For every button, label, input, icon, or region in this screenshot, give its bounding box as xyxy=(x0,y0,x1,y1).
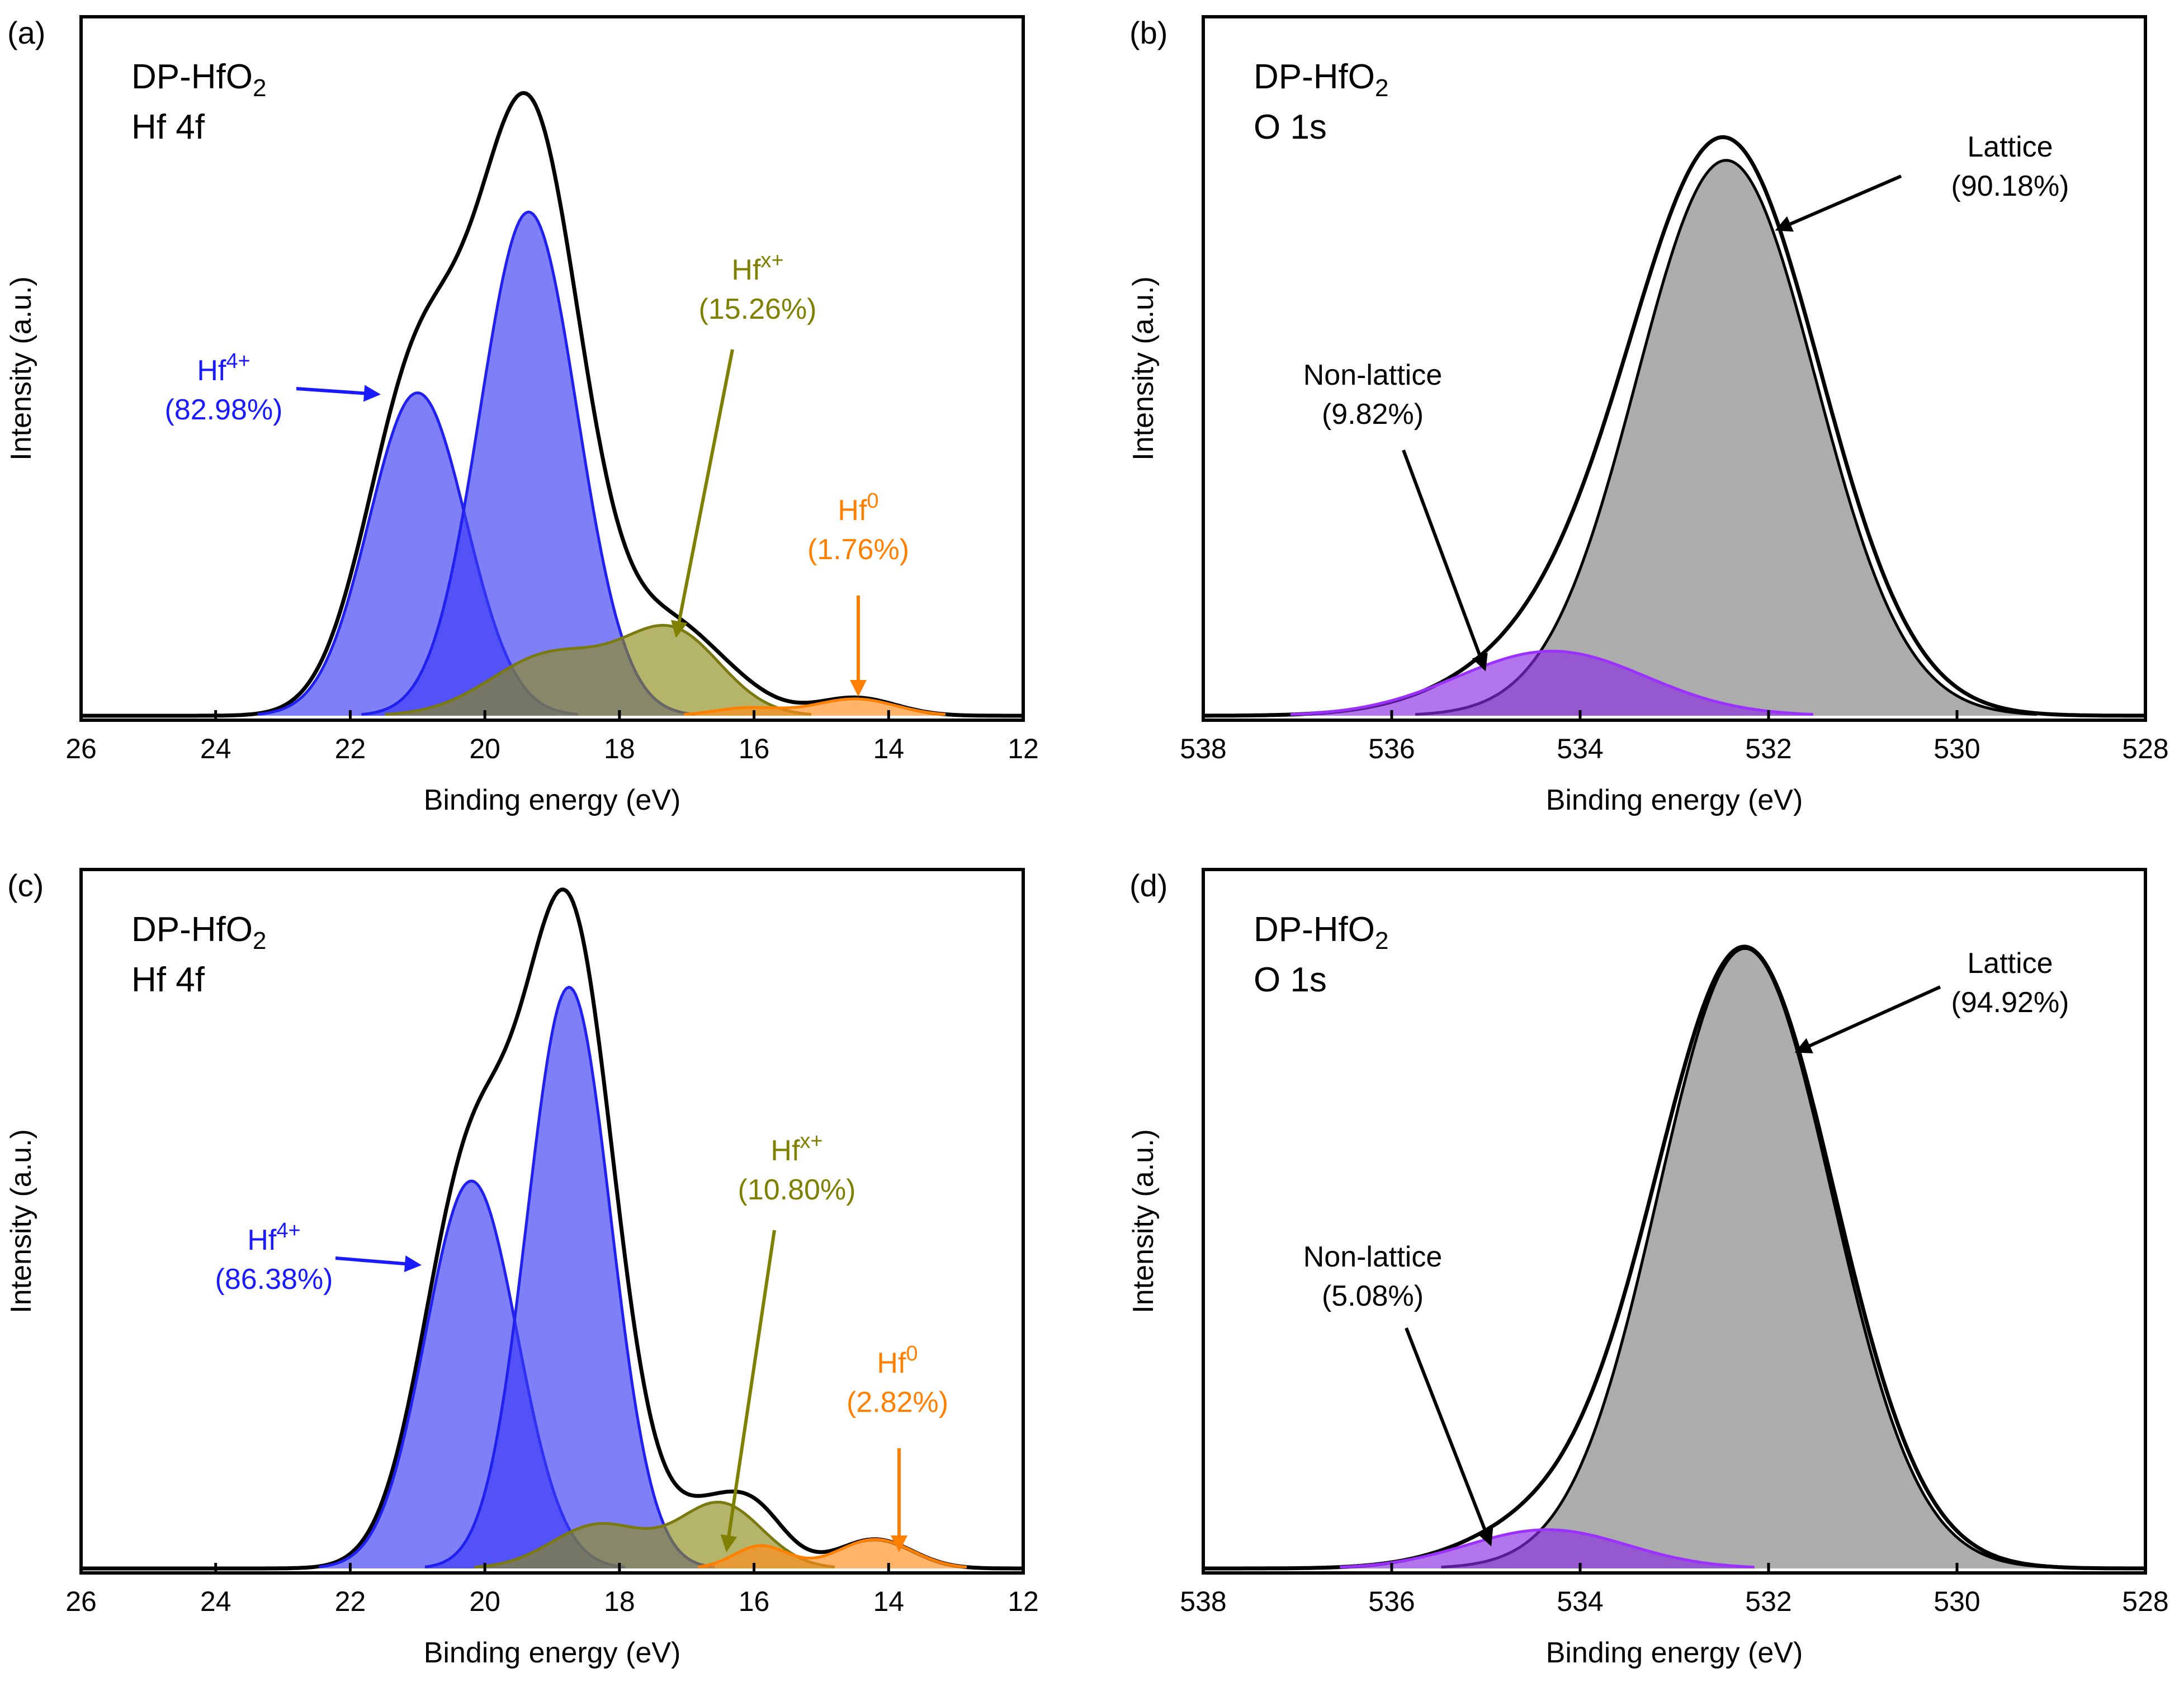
x-tick-label: 530 xyxy=(1934,1586,1980,1617)
sample-title: DP-HfO2 xyxy=(1254,910,1388,954)
x-tick-label: 532 xyxy=(1745,733,1791,764)
sample-title: DP-HfO2 xyxy=(131,58,266,102)
annotation-label: Hf4+ xyxy=(197,349,250,387)
x-tick-label: 12 xyxy=(1008,733,1039,764)
x-tick-label: 536 xyxy=(1368,733,1415,764)
x-tick-label: 18 xyxy=(604,1586,635,1617)
annotation-arrow xyxy=(1775,174,1902,232)
x-axis-label: Binding energy (eV) xyxy=(1546,1637,1803,1669)
core-level-title: Hf 4f xyxy=(131,108,205,147)
series-fill-2 xyxy=(425,987,715,1568)
annotation-value: (10.80%) xyxy=(738,1174,856,1206)
x-tick-label: 16 xyxy=(739,1586,770,1617)
plot-frame xyxy=(1202,15,2147,722)
annotation-arrow xyxy=(720,1230,776,1552)
panel-tag: (d) xyxy=(1129,868,1167,903)
panel-d: 538 536 534 532 530 528 Binding energy (eV) Int… xyxy=(1127,868,2169,1669)
core-level-title: Hf 4f xyxy=(131,961,205,999)
annotation-label: Hfx+ xyxy=(731,249,783,286)
y-axis-label: Intensity (a.u.) xyxy=(1127,1129,1160,1313)
panel-a: 26 24 22 20 18 16 14 12 Binding energy (eV) Inten… xyxy=(5,15,1039,816)
series-line-2 xyxy=(1340,1528,1755,1569)
y-axis-label: Intensity (a.u.) xyxy=(5,276,37,460)
annotation-label: Lattice xyxy=(1967,947,2053,980)
x-tick-label: 16 xyxy=(739,733,770,764)
annotation-label: Hf0 xyxy=(877,1342,918,1379)
plot-frame xyxy=(1202,868,2147,1575)
x-tick-label: 24 xyxy=(200,1586,231,1617)
annotation-arrow xyxy=(1402,449,1488,672)
x-tick-label: 528 xyxy=(2122,733,2168,764)
series-line-3 xyxy=(474,1500,835,1569)
sample-title: DP-HfO2 xyxy=(1254,58,1388,102)
x-tick-label: 18 xyxy=(604,733,635,764)
x-tick-label: 14 xyxy=(873,733,904,764)
x-tick-label: 528 xyxy=(2122,1586,2168,1617)
x-tick-label: 20 xyxy=(469,733,500,764)
series-line-4 xyxy=(684,697,946,716)
series-fill-2 xyxy=(1340,1529,1755,1568)
annotation-label: Hf4+ xyxy=(247,1219,300,1256)
annotation-value: (86.38%) xyxy=(215,1263,333,1296)
panel-c: 26 24 22 20 18 16 14 12 Binding energy (eV) Inten… xyxy=(5,868,1039,1669)
annotation-value: (82.98%) xyxy=(165,394,283,426)
annotation-label: Hfx+ xyxy=(770,1130,822,1167)
x-tick-label: 534 xyxy=(1557,1586,1603,1617)
plot-frame xyxy=(79,15,1025,722)
x-tick-label: 536 xyxy=(1368,1586,1415,1617)
annotation-value: (94.92%) xyxy=(1951,986,2069,1019)
x-tick-label: 14 xyxy=(873,1586,904,1617)
x-axis-label: Binding energy (eV) xyxy=(424,784,681,816)
series-line-2 xyxy=(1290,650,1814,716)
annotation-value: (9.82%) xyxy=(1322,398,1424,431)
annotation-value: (90.18%) xyxy=(1951,170,2069,202)
annotation-label: Hf0 xyxy=(838,489,878,527)
series-line-3 xyxy=(385,623,812,716)
series-fill-1 xyxy=(1441,948,2049,1568)
x-tick-label: 26 xyxy=(65,733,97,764)
x-tick-label: 22 xyxy=(335,733,366,764)
x-tick-label: 530 xyxy=(1934,733,1980,764)
x-tick-label: 26 xyxy=(65,1586,97,1617)
x-tick-label: 24 xyxy=(200,733,231,764)
annotation-value: (2.82%) xyxy=(847,1386,948,1419)
annotation-arrow xyxy=(296,385,381,402)
panel-tag: (a) xyxy=(7,15,45,50)
series-line-1 xyxy=(1441,947,2049,1569)
x-tick-label: 534 xyxy=(1557,733,1603,764)
annotation-arrow xyxy=(1794,985,1941,1053)
x-tick-label: 22 xyxy=(335,1586,366,1617)
annotation-label: Non-lattice xyxy=(1303,1241,1443,1273)
annotation-value: (15.26%) xyxy=(699,293,817,325)
annotation-value: (5.08%) xyxy=(1322,1280,1424,1312)
annotation-arrow xyxy=(1405,1327,1493,1547)
annotation-arrow xyxy=(335,1255,422,1273)
annotation-label: Lattice xyxy=(1967,131,2053,163)
x-tick-label: 538 xyxy=(1180,1586,1226,1617)
panel-b: 538 536 534 532 530 528 Binding energy (eV) Int… xyxy=(1127,15,2169,816)
x-tick-label: 538 xyxy=(1180,733,1226,764)
x-axis-label: Binding energy (eV) xyxy=(424,1637,681,1669)
x-tick-label: 20 xyxy=(469,1586,500,1617)
series-fill-2 xyxy=(1290,651,1814,716)
x-tick-label: 12 xyxy=(1008,1586,1039,1617)
series-fill-2 xyxy=(361,212,696,716)
annotation-arrow xyxy=(670,349,734,638)
series-fill-1 xyxy=(1415,160,2038,716)
core-level-title: O 1s xyxy=(1254,961,1327,999)
series-line-4 xyxy=(698,1538,967,1569)
y-axis-label: Intensity (a.u.) xyxy=(1127,276,1160,460)
annotation-label: Non-lattice xyxy=(1303,359,1443,391)
panel-tag: (b) xyxy=(1129,15,1167,50)
x-tick-label: 532 xyxy=(1745,1586,1791,1617)
core-level-title: O 1s xyxy=(1254,108,1327,147)
plot-frame xyxy=(79,868,1025,1575)
panel-tag: (c) xyxy=(7,868,44,903)
x-axis-label: Binding energy (eV) xyxy=(1546,784,1803,816)
sample-title: DP-HfO2 xyxy=(131,910,266,954)
y-axis-label: Intensity (a.u.) xyxy=(5,1129,37,1313)
annotation-value: (1.76%) xyxy=(807,533,909,566)
